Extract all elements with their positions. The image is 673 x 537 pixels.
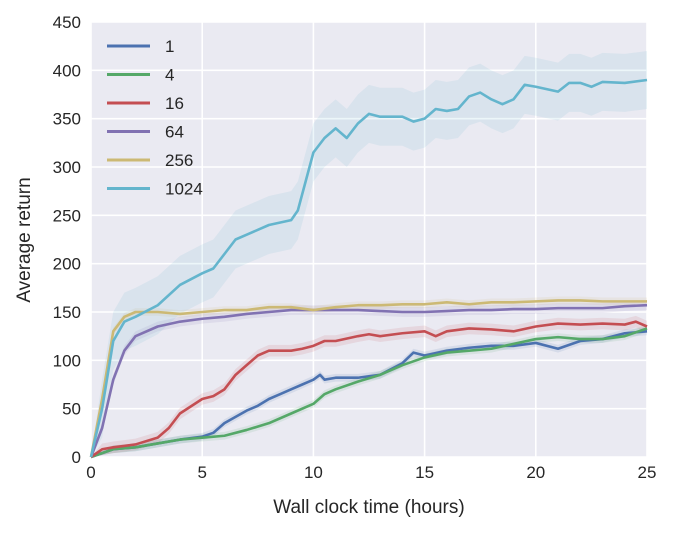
grid (90, 21, 648, 458)
legend-label: 4 (165, 66, 174, 85)
y-tick-label: 350 (53, 110, 81, 129)
y-tick-label: 100 (53, 351, 81, 370)
series-line-16 (90, 320, 648, 459)
y-axis-label: Average return (14, 177, 35, 302)
legend-label: 16 (165, 94, 184, 113)
legend-label: 64 (165, 123, 184, 142)
legend-label: 256 (165, 151, 193, 170)
x-tick-label: 0 (86, 463, 95, 482)
x-tick-label: 10 (304, 463, 323, 482)
y-tick-label: 50 (62, 400, 81, 419)
legend: 1 4 16 64 256 1024 (107, 37, 203, 199)
legend-label: 1 (165, 37, 174, 56)
y-tick-label: 250 (53, 206, 81, 225)
series-line-64 (89, 303, 648, 458)
x-tick-label: 15 (415, 463, 434, 482)
y-tick-labels: 0 50 100 150 200 250 300 350 400 450 (53, 13, 81, 467)
x-tick-labels: 0 5 10 15 20 25 (86, 463, 656, 482)
x-axis-label: Wall clock time (hours) (273, 497, 464, 518)
series-lines (89, 78, 648, 459)
series-line-1 (90, 330, 648, 459)
band-1024 (91, 51, 647, 457)
band-16 (91, 315, 647, 457)
x-tick-label: 5 (197, 463, 206, 482)
x-tick-label: 25 (638, 463, 657, 482)
series-line-4 (90, 327, 648, 459)
y-tick-label: 0 (72, 448, 81, 467)
legend-label: 1024 (165, 180, 203, 199)
y-tick-label: 450 (53, 13, 81, 32)
plot-background (91, 22, 647, 457)
x-tick-label: 20 (526, 463, 545, 482)
y-tick-label: 150 (53, 303, 81, 322)
y-tick-label: 400 (53, 61, 81, 80)
y-tick-label: 300 (53, 158, 81, 177)
y-tick-label: 200 (53, 255, 81, 274)
series-line-1024 (89, 78, 648, 458)
